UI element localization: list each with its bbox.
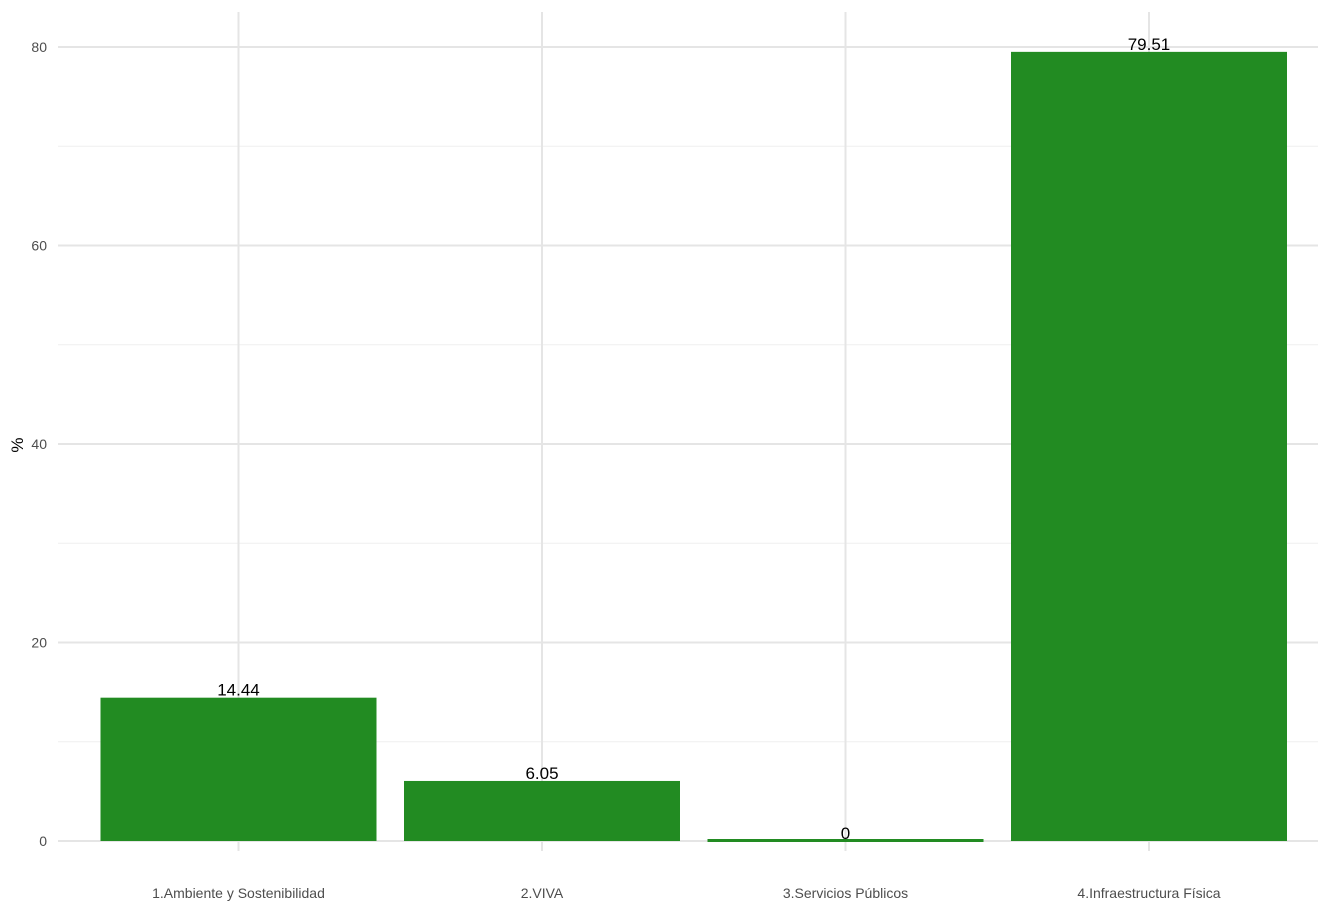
y-tick-label: 20 [31,635,47,651]
x-tick-label: 3.Servicios Públicos [783,885,908,901]
y-tick-label: 80 [31,39,47,55]
x-tick-label: 2.VIVA [521,885,564,901]
x-tick-label: 1.Ambiente y Sostenibilidad [152,885,325,901]
y-axis-ticks: 0 20 40 60 80 [31,39,47,849]
bar-value-label: 79.51 [1128,35,1171,54]
bar [404,780,680,841]
bars [100,51,1287,842]
data-labels: 14.44 6.05 0 79.51 [217,35,1170,843]
bar-value-label: 6.05 [525,764,558,783]
x-axis-ticks: 1.Ambiente y Sostenibilidad 2.VIVA 3.Servi… [152,885,1221,901]
x-tick-label: 4.Infraestructura Física [1077,885,1220,901]
y-tick-label: 0 [39,833,47,849]
bar [1011,51,1287,841]
bar-value-label: 0 [841,824,850,843]
y-tick-label: 40 [31,436,47,452]
bar [100,697,377,841]
y-tick-label: 60 [31,238,47,254]
bar [707,839,984,842]
bar-value-label: 14.44 [217,681,260,700]
y-axis-title: % [8,437,27,452]
